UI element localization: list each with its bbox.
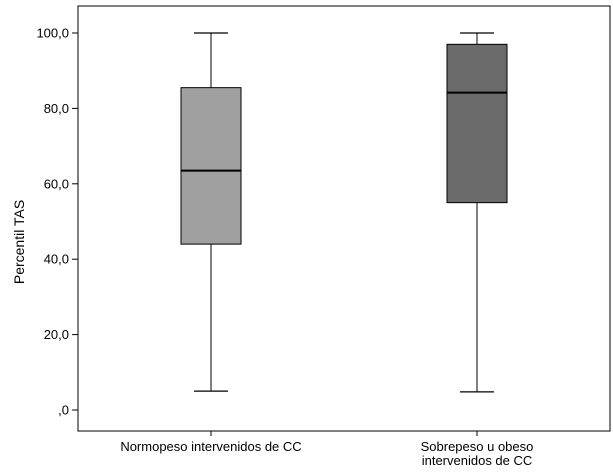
x-category-label: Normopeso intervenidos de CC bbox=[120, 439, 301, 454]
box-group bbox=[446, 32, 508, 393]
plot-frame bbox=[77, 5, 611, 432]
iqr-box bbox=[180, 87, 242, 245]
x-category-label-line: Normopeso intervenidos de CC bbox=[120, 439, 301, 454]
y-axis-title: Percentil TAS bbox=[11, 200, 27, 284]
y-tick-label: 40,0 bbox=[44, 252, 69, 267]
iqr-box bbox=[446, 43, 508, 204]
x-category-label-line: Sobrepeso u obeso bbox=[421, 439, 534, 454]
y-tick-label: 100,0 bbox=[36, 26, 69, 41]
y-tick-label: 60,0 bbox=[44, 176, 69, 191]
x-category-label: Sobrepeso u obeso intervenidos de CC bbox=[421, 439, 534, 468]
y-tick-label: 80,0 bbox=[44, 101, 69, 116]
x-category-label-line: intervenidos de CC bbox=[422, 453, 533, 468]
box-group bbox=[180, 32, 242, 392]
y-tick-label: ,0 bbox=[58, 403, 69, 418]
y-tick-label: 20,0 bbox=[44, 327, 69, 342]
